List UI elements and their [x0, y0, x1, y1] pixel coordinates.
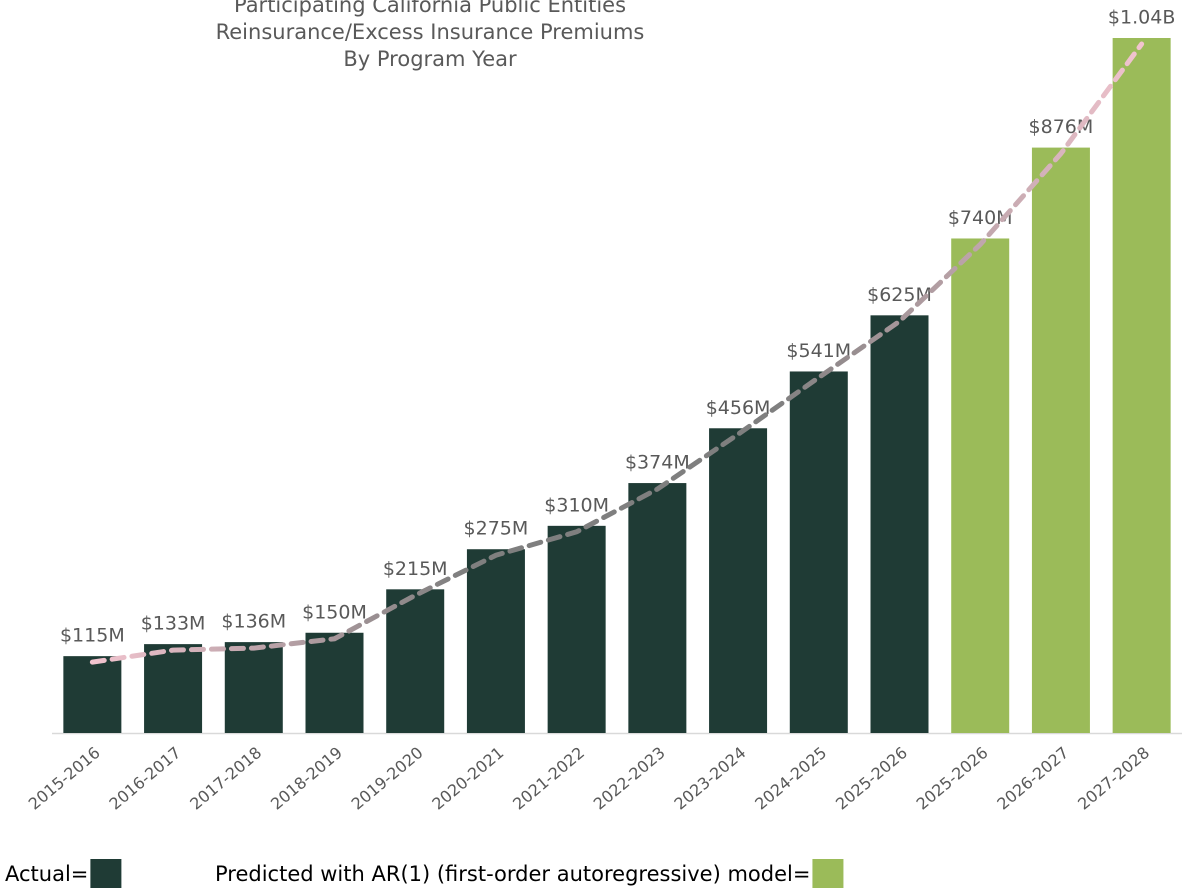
- legend-label: Actual=: [5, 862, 88, 886]
- x-tick-label: 2027-2028: [1074, 743, 1153, 814]
- bar: [951, 238, 1010, 733]
- value-label: $541M: [786, 340, 851, 362]
- bar: [628, 483, 687, 733]
- bar: [789, 371, 848, 733]
- value-label: $625M: [867, 284, 932, 306]
- chart-title: Participating California Public Entities: [234, 0, 626, 17]
- x-tick-label: 2018-2019: [267, 743, 346, 814]
- bar: [1031, 147, 1090, 733]
- bar: [1112, 38, 1171, 733]
- value-label: $150M: [302, 601, 367, 623]
- legend-swatch: [90, 859, 122, 888]
- x-tick-label: 2020-2021: [428, 743, 507, 814]
- x-tick-label: 2015-2016: [25, 743, 104, 814]
- value-label: $1.04B: [1108, 7, 1175, 29]
- bar: [466, 549, 525, 733]
- x-tick-label: 2024-2025: [751, 743, 830, 814]
- legend-label: Predicted with AR(1) (first-order autore…: [215, 862, 810, 886]
- bar: [386, 589, 445, 733]
- value-label: $215M: [383, 558, 448, 580]
- x-tick-label: 2023-2024: [671, 743, 750, 814]
- x-tick-label: 2025-2026: [832, 743, 911, 814]
- trend-line: [89, 41, 1145, 665]
- x-tick-label: 2017-2018: [186, 743, 265, 814]
- value-label: $456M: [706, 397, 771, 419]
- value-label: $136M: [221, 611, 286, 633]
- legend-swatch: [812, 859, 844, 888]
- chart-title: Reinsurance/Excess Insurance Premiums: [216, 20, 645, 44]
- value-label: $876M: [1029, 116, 1094, 138]
- value-label: $275M: [464, 518, 529, 540]
- bar: [547, 525, 606, 733]
- value-label: $374M: [625, 452, 690, 474]
- bar: [870, 315, 929, 733]
- bar: [305, 632, 364, 733]
- value-label: $310M: [544, 494, 609, 516]
- bar: [224, 642, 283, 733]
- chart-title: By Program Year: [343, 47, 517, 71]
- value-label: $133M: [141, 613, 206, 635]
- x-tick-label: 2016-2017: [106, 743, 185, 814]
- x-tick-label: 2019-2020: [348, 743, 427, 814]
- bar: [144, 644, 203, 733]
- x-tick-label: 2021-2022: [509, 743, 588, 814]
- x-tick-label: 2026-2027: [993, 743, 1072, 814]
- bar: [709, 428, 768, 733]
- value-label: $115M: [60, 625, 125, 647]
- bar: [63, 656, 122, 733]
- x-tick-label: 2025-2026: [913, 743, 992, 814]
- x-tick-label: 2022-2023: [590, 743, 669, 814]
